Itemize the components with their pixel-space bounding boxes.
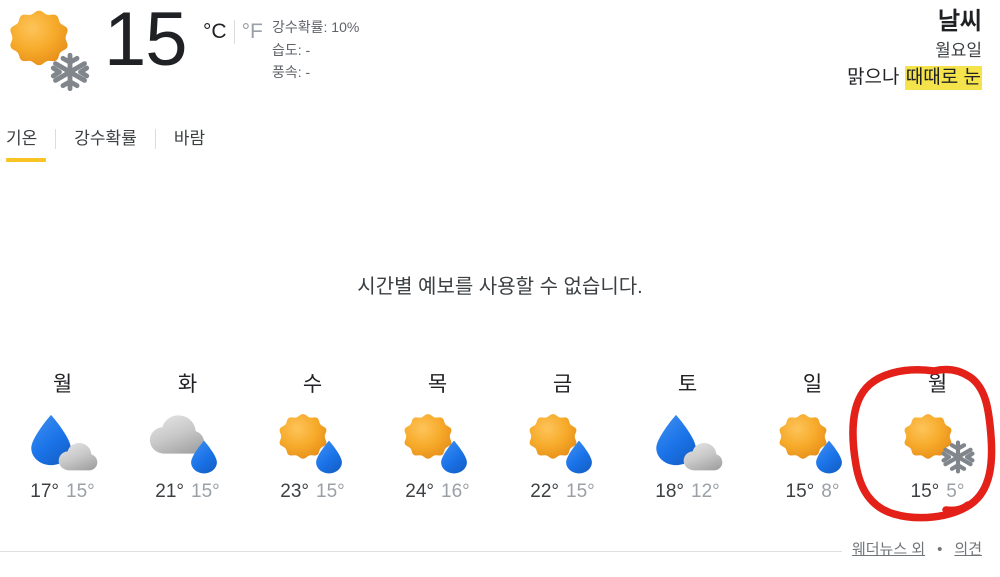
sun-rain-drop-icon [520,412,606,478]
condition-highlight: 때때로 눈 [904,66,982,90]
day-forecast-card[interactable]: 토 18° 12° [625,372,750,512]
day-high-temp: 18° [655,481,684,502]
rain-drop-icon [28,414,74,466]
day-forecast-card[interactable]: 수 23° 15° [250,372,375,512]
footer-separator: • [937,541,943,558]
footer-divider [0,551,982,552]
daily-forecast-list: 월 17° 15° 화 21° 15° 수 23° 15° 목 24° 16° 금 22° 15° 토 18° 1… [0,372,1000,512]
unit-divider [233,20,235,44]
day-low-temp: 15° [66,481,95,502]
day-high-temp: 15° [785,481,815,502]
tab-temperature[interactable]: 기온 [6,129,38,148]
tab-divider [154,129,156,149]
day-high-temp: 23° [280,481,309,502]
snowflake-icon [48,50,92,94]
day-name-label: 금 [552,373,573,396]
forecast-tabs: 기온 강수확률 바람 [0,122,1000,168]
rain-drop-icon [314,440,344,474]
day-low-temp: 5° [946,481,965,502]
cloud-rain-drop-icon [145,412,231,478]
rain-drop-icon [814,440,844,474]
day-high-temp: 21° [155,481,184,502]
current-metrics: 강수확률: 10% 습도: - 풍속: - [272,16,359,84]
day-name-label: 토 [677,373,698,396]
metric-precipitation: 강수확률: 10% [272,19,360,35]
unit-fahrenheit-button[interactable]: °F [241,20,263,43]
sun-snow-icon [895,412,981,478]
sun-icon [276,412,330,466]
day-high-temp: 22° [530,481,559,502]
sun-icon [526,412,580,466]
page-title: 날씨 [937,8,982,35]
rain-drop-icon [189,440,219,474]
current-condition-icon [6,8,98,92]
sun-rain-drop-icon [270,412,356,478]
metric-humidity: 습도: - [272,41,311,58]
rain-drop-cloud-icon [20,412,106,478]
day-name-label: 월 [52,373,73,396]
day-forecast-card[interactable]: 목 24° 16° [375,372,500,512]
tab-precipitation[interactable]: 강수확률 [74,129,137,148]
current-condition-text: 맑으나 때때로 눈 [847,64,982,92]
current-day-label: 월요일 [935,41,982,60]
day-low-temp: 15° [316,481,345,502]
weather-summary: 날씨 월요일 맑으나 때때로 눈 [847,6,982,92]
sun-rain-drop-icon [395,412,481,478]
active-tab-underline [6,158,46,162]
cloud-icon [58,442,98,472]
day-temperatures: 17° 15° [0,480,125,504]
day-name-label: 화 [177,373,198,396]
day-high-temp: 24° [405,481,434,502]
rain-drop-icon [564,440,594,474]
day-name-label: 월 [927,373,948,396]
day-low-temp: 15° [566,481,595,502]
day-low-temp: 16° [441,481,470,502]
cloud-icon [683,442,723,472]
day-name-label: 일 [802,373,823,396]
day-high-temp: 17° [30,481,59,502]
unit-celsius-button[interactable]: °C [203,20,227,43]
condition-prefix: 맑으나 [847,67,905,88]
day-forecast-card[interactable]: 화 21° 15° [125,372,250,512]
feedback-link[interactable]: 의견 [954,541,982,558]
unit-toggle[interactable]: °C °F [196,20,270,44]
day-forecast-card[interactable]: 일 15° 8° [750,372,875,512]
day-name-label: 목 [427,373,448,396]
day-temperatures: 15° 8° [750,480,875,504]
tab-wind[interactable]: 바람 [173,129,206,148]
day-forecast-card[interactable]: 월 15° 5° [875,372,1000,512]
day-low-temp: 15° [191,481,220,502]
day-low-temp: 8° [821,481,840,502]
rain-drop-icon [653,414,699,466]
day-temperatures: 18° 12° [625,480,750,504]
hourly-forecast-empty-message: 시간별 예보를 사용할 수 없습니다. [357,276,643,298]
day-temperatures: 22° 15° [500,480,625,504]
day-high-temp: 15° [910,481,940,502]
day-forecast-card[interactable]: 월 17° 15° [0,372,125,512]
day-name-label: 수 [302,373,323,396]
metric-wind: 풍속: - [272,64,311,80]
snowflake-icon [939,438,977,476]
cloud-icon [149,414,205,456]
sun-icon [6,8,72,74]
weather-header: 15 °C °F 강수확률: 10% 습도: - 풍속: - 날씨 월요일 맑으… [0,0,1000,118]
current-temperature: 15 [104,0,188,82]
day-low-temp: 12° [691,481,720,502]
source-link[interactable]: 웨더뉴스 외 [851,541,926,558]
day-temperatures: 15° 5° [875,480,1000,504]
sun-icon [401,412,455,466]
day-temperatures: 23° 15° [250,480,375,504]
rain-drop-icon [439,440,469,474]
sun-icon [776,412,830,466]
day-forecast-card[interactable]: 금 22° 15° [500,372,625,512]
sun-rain-drop-icon [770,412,856,478]
footer: 웨더뉴스 외 • 의견 [0,535,1000,569]
tab-divider [55,129,57,149]
day-temperatures: 24° 16° [375,480,500,504]
day-temperatures: 21° 15° [125,480,250,504]
rain-drop-cloud-icon [645,412,731,478]
